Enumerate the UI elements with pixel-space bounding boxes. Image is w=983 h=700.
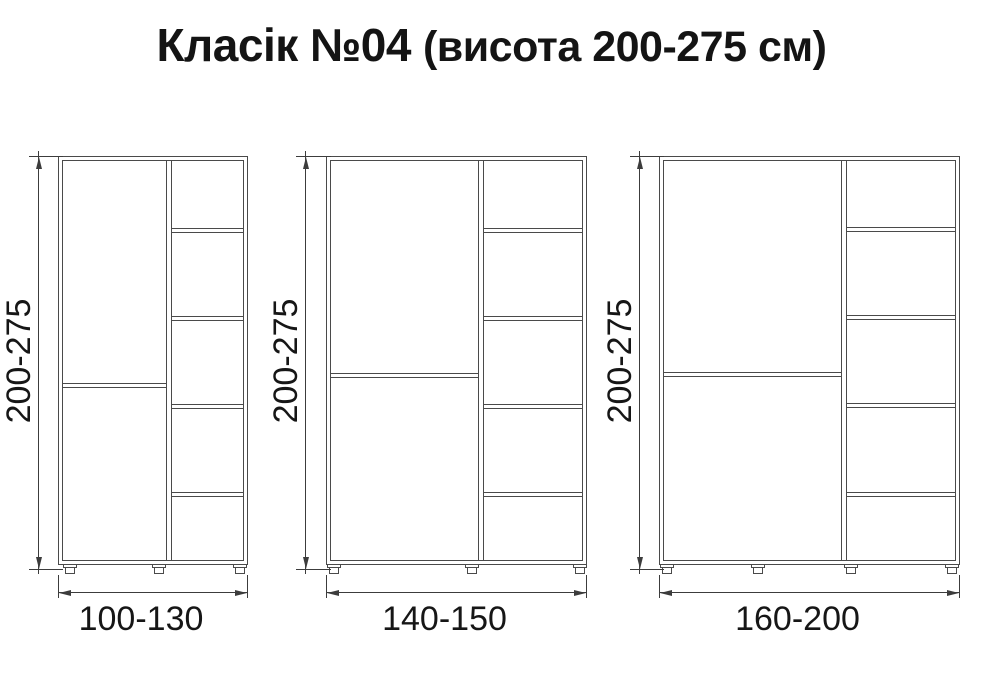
- foot-flange-large-3: [844, 564, 858, 568]
- width-ext-line-left-small: [58, 575, 59, 598]
- foot-body-large-3: [846, 567, 856, 574]
- arrow-down-icon-small: [35, 557, 42, 569]
- height-dimension-line-small: [38, 151, 39, 574]
- width-dimension-line-medium: [326, 592, 587, 593]
- foot-flange-large-1: [660, 564, 674, 568]
- arrow-right-icon-small: [235, 589, 247, 596]
- foot-body-small-1: [65, 567, 75, 574]
- height-dimension-label-medium: 200-275: [267, 298, 305, 423]
- height-ext-line-bottom-small: [29, 569, 63, 570]
- height-dimension-line-large: [639, 151, 640, 574]
- height-ext-line-top-small: [29, 156, 63, 157]
- foot-body-large-2: [753, 567, 763, 574]
- cabinet-inner-wall-small: [62, 160, 244, 561]
- shelf-line-large-1: [847, 227, 955, 232]
- shelf-line-large-3: [847, 403, 955, 408]
- shelf-line-small-2: [172, 316, 243, 321]
- title-height-range: (висота 200-275 см): [422, 23, 827, 71]
- width-ext-line-right-small: [247, 575, 248, 598]
- width-dimension-label-small: 100-130: [78, 600, 204, 638]
- cabinet-outline-medium: [326, 156, 587, 565]
- height-ext-line-top-medium: [296, 156, 331, 157]
- width-ext-line-left-large: [659, 575, 660, 598]
- cabinet-partition-large: [841, 161, 847, 561]
- arrow-left-icon-large: [660, 589, 672, 596]
- foot-flange-medium-1: [327, 564, 341, 568]
- height-dimension-label-small: 200-275: [0, 298, 38, 423]
- shelf-line-medium-2: [484, 316, 582, 321]
- foot-flange-medium-2: [465, 564, 479, 568]
- arrow-left-icon-medium: [327, 589, 339, 596]
- width-ext-line-right-medium: [586, 575, 587, 598]
- foot-body-small-3: [235, 567, 245, 574]
- arrow-up-icon-medium: [302, 157, 309, 169]
- arrow-left-icon-small: [59, 589, 71, 596]
- foot-body-small-2: [154, 567, 164, 574]
- arrow-right-icon-large: [947, 589, 959, 596]
- page-title: Класік №04 (висота 200-275 см): [0, 18, 983, 72]
- foot-flange-medium-3: [573, 564, 587, 568]
- width-dimension-line-small: [58, 592, 248, 593]
- shelf-line-large-2: [847, 315, 955, 320]
- arrow-down-icon-medium: [302, 557, 309, 569]
- arrow-down-icon-large: [636, 557, 643, 569]
- width-dimension-label-medium: 140-150: [382, 600, 507, 638]
- shelf-line-small-4: [172, 492, 243, 497]
- height-ext-line-bottom-large: [630, 569, 664, 570]
- arrow-up-icon-small: [35, 157, 42, 169]
- foot-flange-small-1: [63, 564, 77, 568]
- cabinet-outline-large: [659, 156, 960, 565]
- width-ext-line-left-medium: [326, 575, 327, 598]
- arrow-right-icon-medium: [574, 589, 586, 596]
- height-dimension-label-large: 200-275: [601, 298, 639, 423]
- door-divider-small: [63, 383, 166, 388]
- door-divider-medium: [331, 373, 478, 378]
- title-product-name: Класік №04: [156, 19, 411, 71]
- foot-flange-large-4: [945, 564, 959, 568]
- shelf-line-small-1: [172, 228, 243, 233]
- foot-body-medium-2: [467, 567, 477, 574]
- cabinet-partition-small: [166, 161, 172, 561]
- height-ext-line-bottom-medium: [296, 569, 331, 570]
- foot-flange-small-3: [233, 564, 247, 568]
- foot-body-large-4: [947, 567, 957, 574]
- foot-body-medium-3: [575, 567, 585, 574]
- shelf-line-medium-4: [484, 492, 582, 497]
- width-dimension-line-large: [659, 592, 960, 593]
- arrow-up-icon-large: [636, 157, 643, 169]
- shelf-line-large-4: [847, 492, 955, 497]
- cabinet-partition-medium: [478, 161, 484, 561]
- shelf-line-medium-3: [484, 404, 582, 409]
- height-dimension-line-medium: [305, 151, 306, 574]
- cabinet-inner-wall-large: [663, 160, 956, 561]
- width-ext-line-right-large: [959, 575, 960, 598]
- shelf-line-medium-1: [484, 228, 582, 233]
- foot-flange-large-2: [751, 564, 765, 568]
- cabinet-inner-wall-medium: [330, 160, 583, 561]
- foot-body-medium-1: [329, 567, 339, 574]
- foot-flange-small-2: [152, 564, 166, 568]
- height-ext-line-top-large: [630, 156, 664, 157]
- door-divider-large: [664, 372, 841, 377]
- width-dimension-label-large: 160-200: [735, 600, 860, 638]
- shelf-line-small-3: [172, 404, 243, 409]
- foot-body-large-1: [662, 567, 672, 574]
